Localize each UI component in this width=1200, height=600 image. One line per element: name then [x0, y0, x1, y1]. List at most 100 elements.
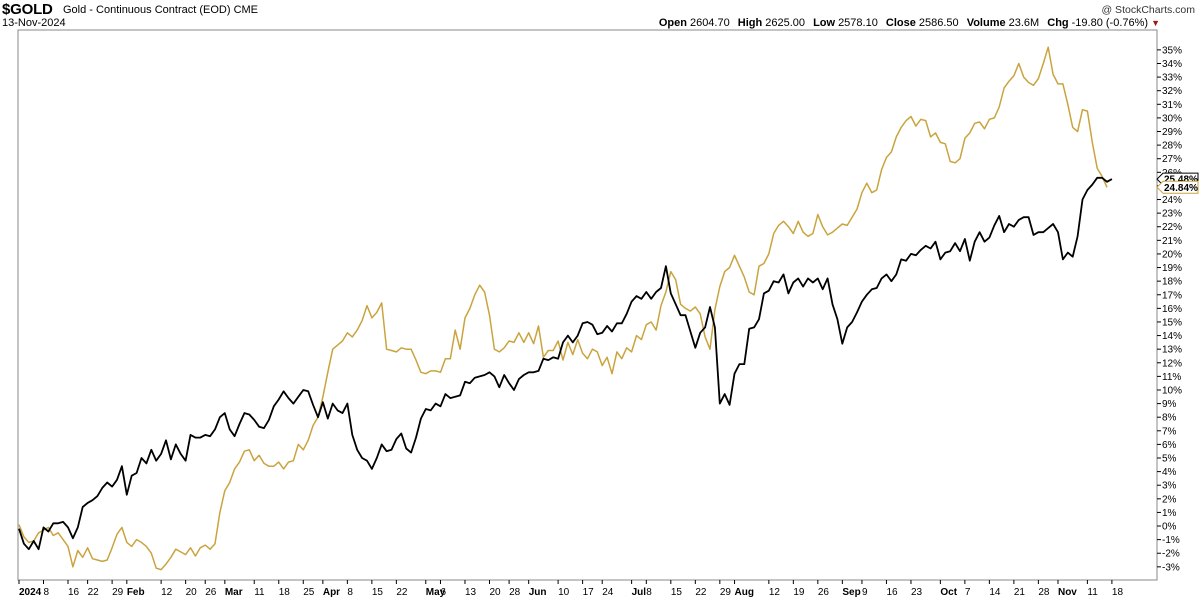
x-tick-label: 10 — [558, 587, 570, 598]
close-value: 2586.50 — [918, 17, 959, 29]
y-tick-label: 7% — [1162, 426, 1177, 437]
x-tick-label: Mar — [225, 587, 243, 598]
x-tick-label: 7 — [965, 587, 971, 598]
x-tick-label: Apr — [323, 587, 340, 598]
y-tick-label: 12% — [1162, 358, 1182, 369]
x-tick-label: 22 — [695, 587, 707, 598]
down-arrow-icon: ▼ — [1151, 18, 1160, 28]
series-line-gold — [18, 46, 1108, 571]
y-tick-label: 35% — [1162, 45, 1182, 56]
x-tick-label: 29 — [720, 587, 732, 598]
y-tick-label: 34% — [1162, 59, 1182, 70]
y-tick-label: 17% — [1162, 290, 1182, 301]
x-tick-label: 22 — [88, 587, 100, 598]
x-tick-label: 25 — [303, 587, 315, 598]
y-tick-label: 16% — [1162, 304, 1182, 315]
chg-label: Chg — [1047, 17, 1069, 29]
y-tick-label: 5% — [1162, 454, 1177, 465]
x-tick-label: 2024 — [19, 587, 42, 598]
y-tick-label: -3% — [1162, 562, 1180, 573]
y-tick-label: 27% — [1162, 154, 1182, 165]
y-tick-label: 31% — [1162, 100, 1182, 111]
x-tick-label: 9 — [862, 587, 868, 598]
end-value-tag-gold: 24.84% — [1156, 180, 1199, 194]
x-tick-label: 26 — [818, 587, 830, 598]
high-label: High — [737, 17, 763, 29]
y-tick-label: 4% — [1162, 467, 1177, 478]
x-tick-label: 12 — [161, 587, 173, 598]
x-tick-label: 12 — [769, 587, 781, 598]
volume-label: Volume — [966, 17, 1006, 29]
x-tick-label: 21 — [1014, 587, 1026, 598]
x-tick-label: Sep — [842, 587, 860, 598]
y-tick-label: 0% — [1162, 522, 1177, 533]
stockcharts-logo: @ StockCharts.com — [1101, 4, 1195, 16]
y-tick-label: -2% — [1162, 549, 1180, 560]
x-tick-label: 8 — [646, 587, 652, 598]
contract-description: Gold - Continuous Contract (EOD) CME — [63, 4, 258, 16]
x-tick-label: 14 — [989, 587, 1001, 598]
y-tick-label: 28% — [1162, 141, 1182, 152]
x-tick-label: 29 — [112, 587, 124, 598]
x-tick-label: 16 — [68, 587, 80, 598]
close-label: Close — [885, 17, 916, 29]
y-tick-label: 29% — [1162, 127, 1182, 138]
x-tick-label: May — [426, 587, 446, 598]
y-tick-label: -1% — [1162, 535, 1180, 546]
series-line-black — [18, 176, 1113, 551]
x-tick-label: Jun — [529, 587, 547, 598]
x-tick-label: 22 — [396, 587, 408, 598]
y-tick-label: 15% — [1162, 317, 1182, 328]
x-tick-label: Jul — [632, 587, 647, 598]
x-tick-label: 8 — [44, 587, 50, 598]
end-value-label: 25.48% — [1164, 175, 1198, 186]
chart-date: 13-Nov-2024 — [2, 17, 66, 29]
y-tick-label: 32% — [1162, 86, 1182, 97]
x-tick-label: Nov — [1058, 587, 1077, 598]
volume-value: 23.6M — [1008, 17, 1040, 29]
y-tick-label: 18% — [1162, 277, 1182, 288]
x-tick-label: 11 — [254, 587, 265, 598]
y-tick-label: 1% — [1162, 508, 1177, 519]
y-tick-label: 21% — [1162, 236, 1182, 247]
x-tick-label: 24 — [602, 587, 614, 598]
low-value: 2578.10 — [838, 17, 878, 29]
x-tick-label: 15 — [372, 587, 384, 598]
x-tick-label: 18 — [279, 587, 291, 598]
x-tick-label: 20 — [489, 587, 501, 598]
y-tick-label: 11% — [1162, 372, 1181, 383]
open-value: 2604.70 — [689, 17, 730, 29]
x-tick-label: 20 — [186, 587, 198, 598]
x-tick-label: 8 — [347, 587, 353, 598]
x-tick-label: 26 — [205, 587, 217, 598]
open-label: Open — [658, 17, 687, 29]
y-tick-label: 6% — [1162, 440, 1177, 451]
plot-frame — [17, 29, 1158, 581]
ohlc-readout: Open 2604.70 High 2625.00 Low 2578.10 Close… — [654, 17, 1160, 29]
x-tick-label: 17 — [583, 587, 595, 598]
y-tick-label: 8% — [1162, 413, 1177, 424]
y-tick-label: 19% — [1162, 263, 1182, 274]
contract-name: Gold - Continuous Contract (EOD) — [63, 4, 231, 16]
chart-header: $GOLD Gold - Continuous Contract (EOD) C… — [0, 0, 1200, 30]
x-tick-label: 19 — [793, 587, 805, 598]
y-tick-label: 33% — [1162, 73, 1182, 84]
x-tick-label: 6 — [440, 587, 446, 598]
y-tick-label: 13% — [1162, 345, 1182, 356]
chg-value: -19.80 (-0.76%) — [1071, 17, 1149, 29]
x-tick-label: Oct — [940, 587, 957, 598]
x-tick-label: 11 — [1087, 587, 1098, 598]
y-tick-label: 2% — [1162, 494, 1177, 505]
y-tick-label: 14% — [1162, 331, 1182, 342]
x-tick-label: 23 — [911, 587, 923, 598]
x-tick-label: 16 — [886, 587, 898, 598]
x-tick-label: 28 — [1038, 587, 1050, 598]
y-tick-label: 30% — [1162, 113, 1182, 124]
x-tick-label: 13 — [465, 587, 477, 598]
y-tick-label: 20% — [1162, 249, 1182, 260]
x-tick-label: Feb — [127, 587, 145, 598]
y-tick-label: 10% — [1162, 385, 1182, 396]
y-tick-label: 9% — [1162, 399, 1177, 410]
x-tick-label: 18 — [1112, 587, 1124, 598]
